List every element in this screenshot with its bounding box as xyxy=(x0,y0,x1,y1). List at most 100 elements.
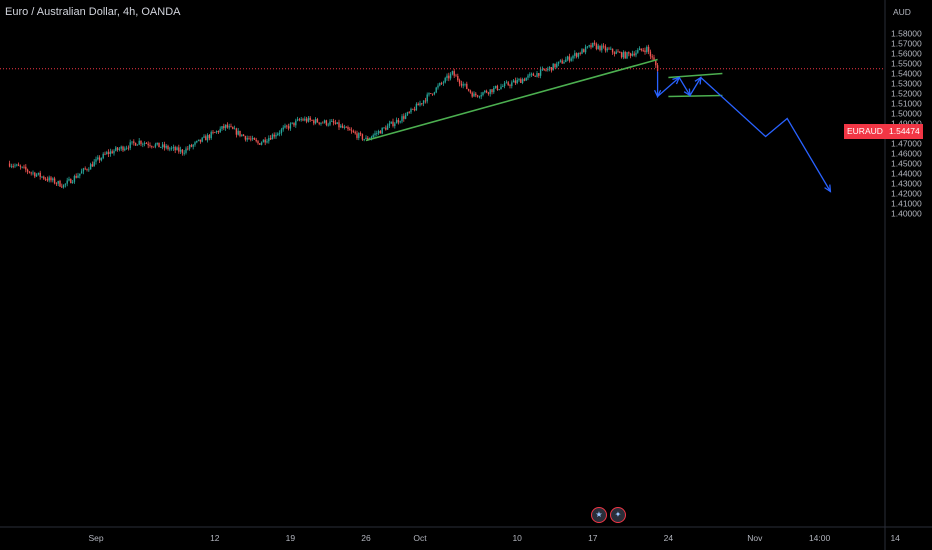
candle-body xyxy=(25,166,27,170)
candle-body xyxy=(300,119,302,121)
projection-path[interactable] xyxy=(656,71,831,192)
candle-body xyxy=(66,180,68,184)
candle-body xyxy=(588,45,590,47)
candle-body xyxy=(478,96,481,98)
candle-body xyxy=(248,138,250,139)
price-tick-label: 1.51000 xyxy=(891,99,922,109)
candle-body xyxy=(548,67,551,69)
candle-body xyxy=(480,95,482,97)
candle-body xyxy=(644,50,646,53)
candle-body xyxy=(32,172,34,174)
candle-body xyxy=(271,134,274,140)
candle-body xyxy=(223,126,225,129)
candle-body xyxy=(397,119,400,123)
candle-body xyxy=(80,171,83,174)
symbol-badge: EURAUD xyxy=(844,124,886,139)
candle-body xyxy=(19,165,22,167)
candle-body xyxy=(556,63,558,68)
candle-body xyxy=(615,51,617,54)
candle-body xyxy=(631,53,634,56)
candle-body xyxy=(35,174,38,177)
candle-body xyxy=(50,177,52,181)
candle-body xyxy=(592,42,594,48)
candle-body xyxy=(170,148,173,149)
candle-body xyxy=(77,175,79,178)
price-tick-label: 1.42000 xyxy=(891,189,922,199)
candle-body xyxy=(84,168,86,170)
candle-body xyxy=(235,128,238,135)
candle-body xyxy=(361,134,364,140)
candle-body xyxy=(167,145,169,150)
candle-body xyxy=(323,120,326,123)
candle-body xyxy=(602,45,605,47)
candle-body xyxy=(568,56,571,61)
candle-body xyxy=(89,164,92,170)
candle-body xyxy=(451,71,454,74)
flag-europe-icon[interactable]: ✦ xyxy=(610,507,626,523)
candle-body xyxy=(511,82,513,86)
candle-body xyxy=(446,75,448,79)
channel-upper-line[interactable] xyxy=(668,72,723,79)
candle-body xyxy=(509,85,511,86)
candle-body xyxy=(57,181,59,184)
candle-body xyxy=(107,152,110,154)
candle-body xyxy=(514,80,517,84)
candle-body xyxy=(534,75,536,77)
candle-body xyxy=(349,129,351,131)
candle-body xyxy=(381,127,383,134)
candle-body xyxy=(331,121,333,122)
candle-body xyxy=(239,130,241,136)
candle-body xyxy=(62,184,65,188)
candle-body xyxy=(367,137,369,140)
candle-body xyxy=(118,148,121,150)
candle-body xyxy=(575,53,578,57)
candles xyxy=(8,40,659,189)
trendline[interactable] xyxy=(365,58,658,142)
price-tick-label: 1.54000 xyxy=(891,69,922,79)
candle-body xyxy=(266,141,268,143)
candle-body xyxy=(530,73,533,75)
candle-body xyxy=(599,45,601,51)
candle-body xyxy=(194,142,196,145)
candle-body xyxy=(550,67,553,71)
candle-body xyxy=(287,126,290,129)
candle-body xyxy=(120,146,122,149)
candle-body xyxy=(174,147,176,151)
price-tick-label: 1.49000 xyxy=(891,119,922,129)
time-tick-label: 26 xyxy=(361,533,371,543)
candle-body xyxy=(525,77,527,81)
candle-body xyxy=(136,144,139,146)
price-axis[interactable]: 1.580001.570001.560001.550001.540001.530… xyxy=(891,29,922,219)
flag-australia-icon[interactable]: ★ xyxy=(591,507,607,523)
candle-body xyxy=(98,157,101,161)
candle-body xyxy=(17,164,20,166)
candle-body xyxy=(507,82,509,86)
candle-body xyxy=(563,62,565,64)
candle-body xyxy=(493,87,495,93)
candle-body xyxy=(383,127,385,129)
candle-body xyxy=(413,109,416,111)
candle-body xyxy=(566,56,569,60)
candle-body xyxy=(395,119,398,124)
price-tick-label: 1.44000 xyxy=(891,169,922,179)
candle-body xyxy=(386,125,389,130)
candle-body xyxy=(647,46,650,52)
candle-body xyxy=(629,53,632,56)
candle-body xyxy=(379,131,382,134)
candle-body xyxy=(188,145,191,149)
channel-lower-line[interactable] xyxy=(668,94,723,98)
candle-body xyxy=(262,139,265,143)
arrowhead-icon xyxy=(694,76,702,85)
candle-body xyxy=(149,145,151,147)
candle-body xyxy=(307,117,310,122)
price-tick-label: 1.52000 xyxy=(891,89,922,99)
candle-body xyxy=(502,86,504,87)
candle-body xyxy=(75,176,77,178)
candle-body xyxy=(264,139,266,143)
candle-body xyxy=(55,183,58,185)
time-tick-label: 14:00 xyxy=(809,533,831,543)
candle-body xyxy=(127,147,130,149)
candle-body xyxy=(347,127,349,130)
